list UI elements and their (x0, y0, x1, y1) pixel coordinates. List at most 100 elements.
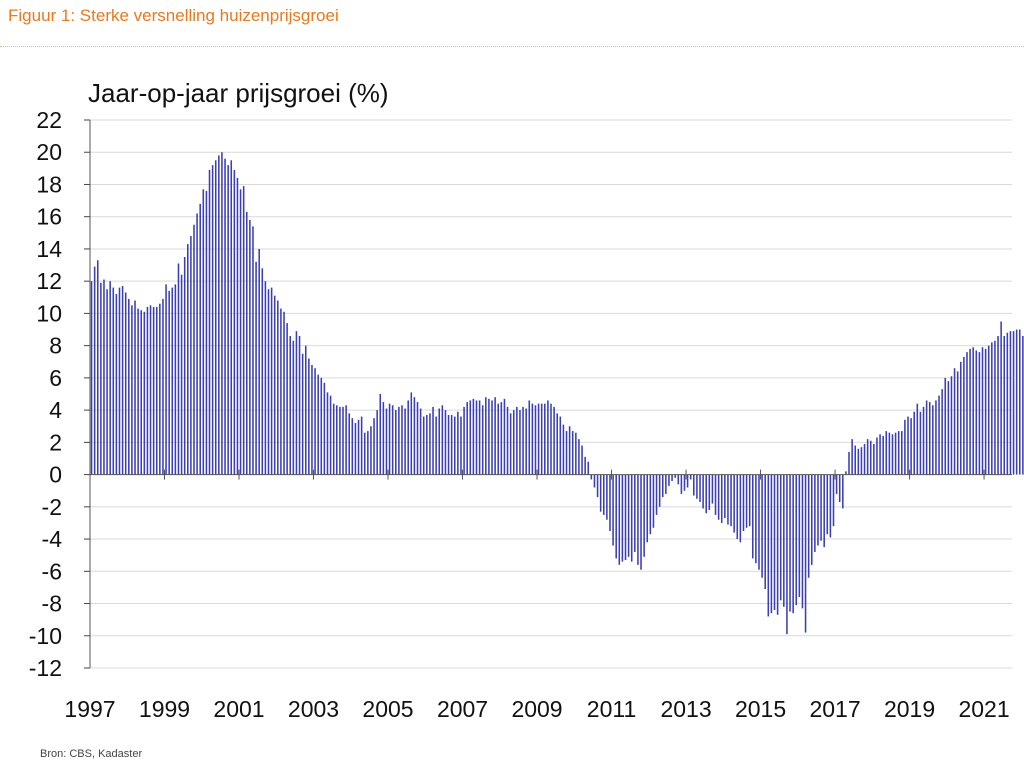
bar (224, 158, 226, 475)
bar (689, 474, 692, 480)
bar (258, 248, 260, 475)
bar (183, 257, 186, 475)
bar (466, 402, 468, 475)
bar (807, 474, 810, 578)
bar (289, 335, 292, 475)
bar (395, 410, 397, 475)
bar (277, 300, 279, 475)
bar (317, 374, 319, 475)
bar (742, 474, 745, 531)
bar (363, 432, 366, 475)
bar (562, 424, 565, 475)
bar (196, 213, 198, 475)
bar (214, 160, 217, 475)
bar (730, 474, 732, 527)
bar (336, 405, 338, 475)
bar (665, 474, 667, 494)
bar (708, 474, 711, 511)
bar (1003, 335, 1006, 475)
bar (528, 400, 531, 475)
y-tick-label: 18 (36, 171, 62, 197)
bar (506, 406, 509, 475)
bar (308, 358, 310, 475)
bar (575, 432, 577, 475)
bar (124, 292, 127, 475)
bar (612, 474, 614, 546)
bar (671, 474, 673, 482)
bar (674, 474, 676, 478)
bar (1022, 335, 1024, 475)
bar (432, 406, 434, 475)
bar (767, 474, 770, 617)
bar (1006, 332, 1009, 475)
bar (152, 306, 155, 475)
bar (901, 431, 903, 475)
bar (789, 474, 791, 612)
x-tick-label: 2001 (213, 696, 264, 722)
bar (755, 474, 757, 564)
y-tick-label: 0 (49, 462, 62, 488)
bar (329, 395, 332, 475)
bar (115, 294, 118, 475)
bar (236, 178, 239, 475)
y-tick-label: -10 (29, 623, 62, 649)
bar (919, 411, 922, 475)
bar (705, 474, 707, 514)
bar (702, 474, 704, 509)
x-tick-label: 2003 (288, 696, 339, 722)
bar (516, 406, 518, 475)
bar (724, 474, 726, 519)
bar (630, 474, 633, 562)
bar (556, 413, 558, 475)
y-tick-label: -12 (29, 655, 62, 681)
bar (295, 331, 298, 475)
y-tick-label: -6 (42, 558, 62, 584)
bar (292, 340, 295, 475)
x-tick-label: 2017 (809, 696, 860, 722)
bar (174, 284, 177, 475)
bar (764, 474, 766, 590)
bar (838, 474, 841, 502)
bar (450, 414, 453, 475)
bar (810, 474, 813, 565)
bar (581, 445, 583, 475)
bar (745, 474, 748, 528)
bar (283, 311, 285, 475)
bar (820, 474, 822, 541)
bar (891, 434, 894, 475)
bar (590, 474, 593, 480)
bar (404, 408, 406, 475)
bar (1012, 331, 1015, 475)
bar (205, 190, 208, 475)
bar (544, 403, 546, 475)
bar (245, 211, 248, 475)
bar (407, 400, 409, 475)
bar (230, 160, 233, 475)
bar (218, 155, 220, 475)
x-tick-label: 2019 (884, 696, 935, 722)
x-tick-label: 1999 (139, 696, 190, 722)
bar (494, 397, 496, 475)
x-tick-label: 1997 (64, 696, 115, 722)
bar (944, 377, 947, 475)
bar (388, 403, 391, 475)
bar (876, 437, 878, 475)
bar (680, 474, 683, 494)
bar (550, 403, 552, 475)
bar (134, 300, 136, 475)
bar (565, 431, 568, 475)
bar (568, 426, 571, 475)
bar (485, 397, 487, 475)
bar (677, 474, 680, 485)
source-note: Bron: CBS, Kadaster (40, 748, 143, 760)
bar (733, 474, 735, 533)
bar (987, 345, 990, 475)
bar (472, 398, 475, 475)
bar (609, 474, 611, 531)
bar (478, 400, 481, 475)
bar (239, 189, 242, 475)
bar (323, 382, 326, 475)
bar (928, 402, 931, 475)
bar (503, 398, 506, 475)
